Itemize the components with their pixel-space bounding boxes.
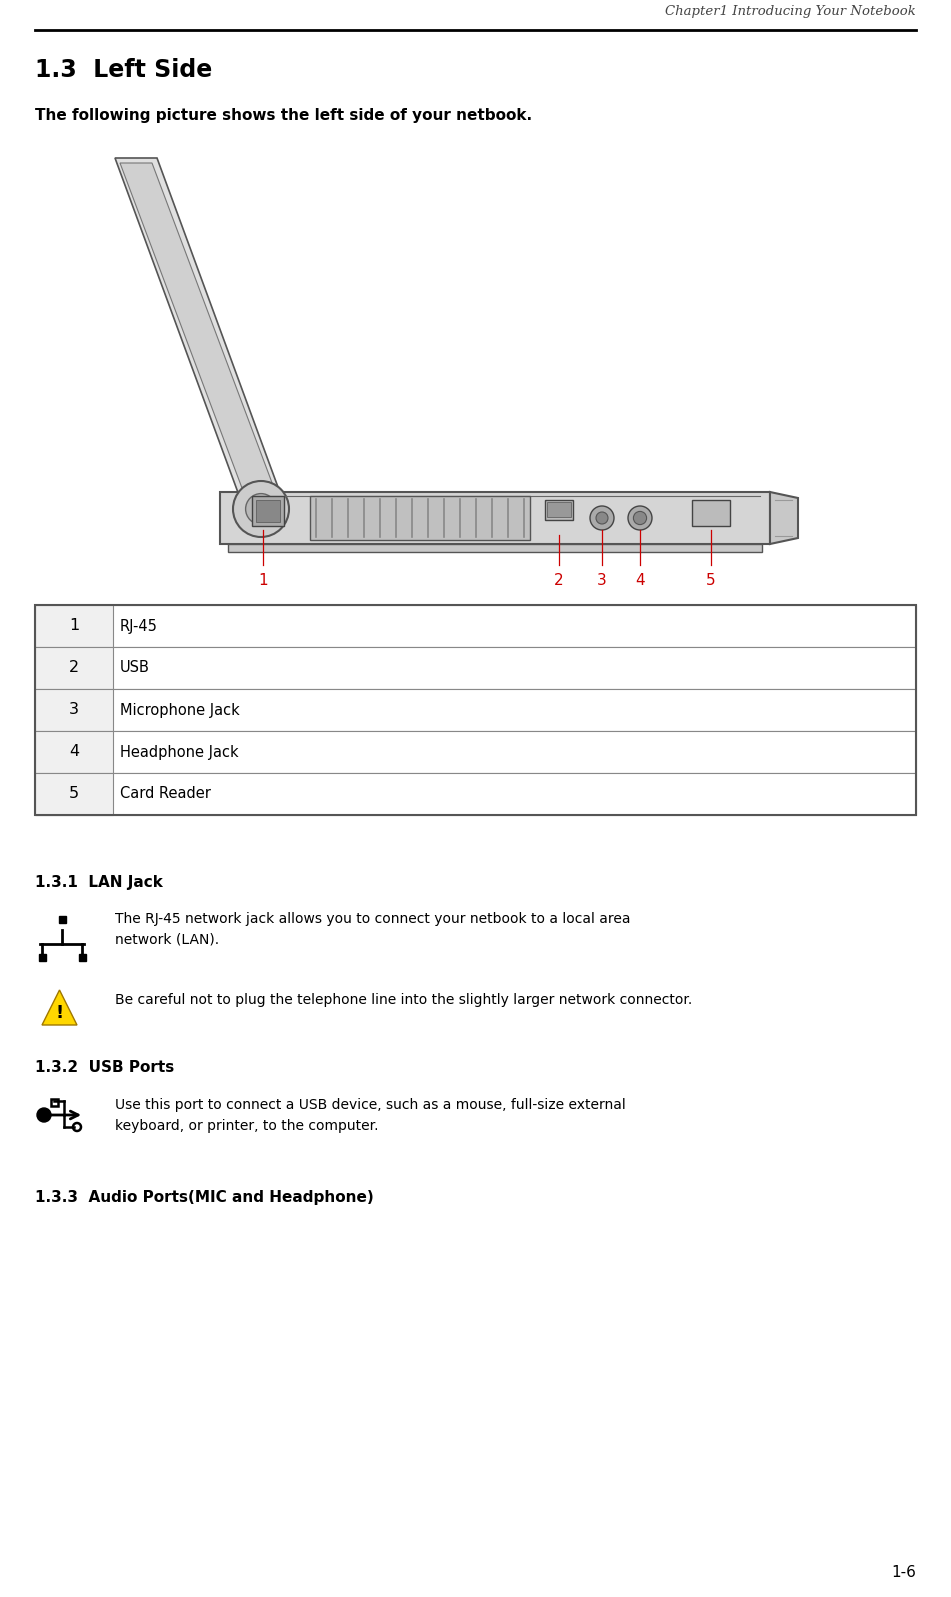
Bar [310, 497, 530, 540]
Bar [35, 773, 916, 814]
Circle shape [37, 1108, 51, 1123]
Text: 3: 3 [597, 573, 607, 588]
Bar [35, 731, 113, 773]
Text: !: ! [55, 1005, 64, 1022]
Text: Chapter1 Introducing Your Notebook: Chapter1 Introducing Your Notebook [666, 5, 916, 18]
Text: Card Reader: Card Reader [120, 786, 211, 802]
Text: 1.3  Left Side: 1.3 Left Side [35, 57, 212, 81]
Text: 1: 1 [68, 618, 79, 634]
Bar [547, 501, 571, 517]
Text: 4: 4 [68, 744, 79, 760]
Bar [35, 731, 916, 773]
Bar [59, 917, 66, 923]
Bar [35, 647, 113, 688]
Text: 1-6: 1-6 [891, 1565, 916, 1579]
Text: Headphone Jack: Headphone Jack [120, 744, 239, 760]
Circle shape [633, 511, 647, 524]
Polygon shape [120, 163, 277, 497]
Text: The following picture shows the left side of your netbook.: The following picture shows the left sid… [35, 109, 533, 123]
Bar [35, 605, 113, 647]
Bar [35, 647, 916, 688]
Circle shape [233, 481, 289, 537]
Polygon shape [42, 990, 77, 1025]
Circle shape [596, 513, 608, 524]
Bar [35, 773, 113, 814]
Bar [39, 953, 46, 961]
Text: 5: 5 [707, 573, 716, 588]
Bar [220, 492, 770, 545]
Text: RJ-45: RJ-45 [120, 618, 158, 634]
Text: The RJ-45 network jack allows you to connect your netbook to a local area
networ: The RJ-45 network jack allows you to con… [115, 912, 631, 947]
Text: Use this port to connect a USB device, such as a mouse, full-size external
keybo: Use this port to connect a USB device, s… [115, 1099, 626, 1132]
Text: 2: 2 [68, 661, 79, 676]
Bar [35, 688, 916, 731]
Bar [51, 1099, 58, 1107]
Bar [228, 545, 762, 553]
Bar [35, 605, 916, 814]
Text: 4: 4 [635, 573, 645, 588]
Text: Be careful not to plug the telephone line into the slightly larger network conne: Be careful not to plug the telephone lin… [115, 993, 692, 1008]
Text: 1: 1 [258, 573, 268, 588]
Polygon shape [115, 158, 282, 498]
Circle shape [590, 506, 614, 530]
Text: 1.3.2  USB Ports: 1.3.2 USB Ports [35, 1060, 174, 1075]
Bar [692, 500, 730, 525]
Bar [79, 953, 86, 961]
Circle shape [628, 506, 652, 530]
Bar [256, 500, 280, 522]
Text: 3: 3 [69, 703, 79, 717]
Bar [35, 688, 113, 731]
Text: USB: USB [120, 661, 150, 676]
Bar [35, 605, 916, 647]
Bar [252, 497, 284, 525]
Polygon shape [770, 492, 798, 545]
Text: Microphone Jack: Microphone Jack [120, 703, 240, 717]
Bar [545, 500, 573, 521]
Circle shape [245, 493, 277, 524]
Text: 1.3.1  LAN Jack: 1.3.1 LAN Jack [35, 875, 163, 890]
Text: 1.3.3  Audio Ports(MIC and Headphone): 1.3.3 Audio Ports(MIC and Headphone) [35, 1190, 374, 1206]
Text: 2: 2 [554, 573, 564, 588]
Text: 5: 5 [68, 786, 79, 802]
